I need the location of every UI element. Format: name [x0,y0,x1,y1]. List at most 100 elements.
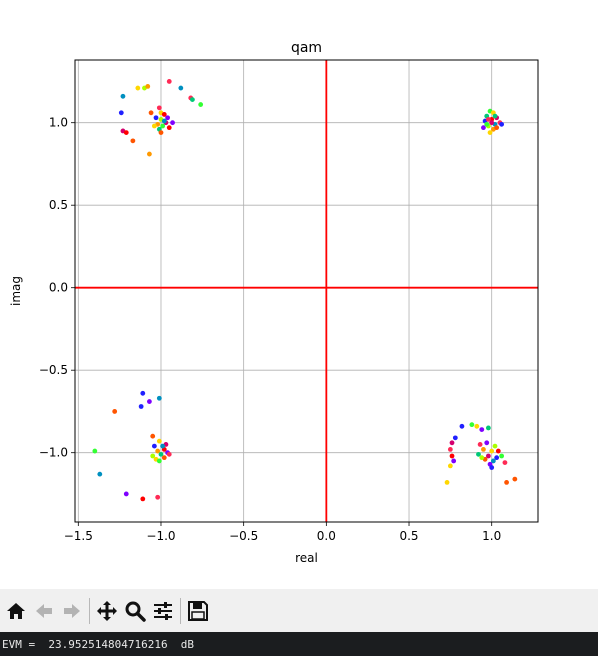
data-point [148,110,154,116]
data-point [123,130,129,136]
evm-status-text: EVM = 23.952514804716216 dB [2,637,195,651]
data-point [485,453,491,459]
data-point [504,480,509,485]
scatter-plot: −1.5 −1.0 −0.5 0.0 0.5 1.0 1.0 0.5 0.0 −0.5 −1.0 q… [9,40,539,565]
data-point [492,113,498,119]
data-point [155,494,161,500]
ticks: −1.5 −1.0 −0.5 0.0 0.5 1.0 1.0 0.5 0.0 −0.5 −1.0 [39,116,501,543]
data-point [485,425,491,431]
data-point [170,120,175,126]
data-point [178,85,184,91]
data-point [449,440,455,446]
data-point [459,423,465,429]
data-point [158,130,164,136]
data-point [156,458,162,464]
data-point [492,443,498,449]
y-axis-label: imag [9,276,23,306]
back-arrow-icon [36,603,52,618]
x-tick-label: −1.5 [64,529,93,543]
data-point [489,117,495,122]
data-point [150,433,156,439]
data-point [502,460,508,465]
data-point [140,496,146,502]
data-point [156,438,162,444]
configure-button[interactable] [149,596,177,626]
data-point [485,117,491,122]
data-point [484,440,490,446]
data-point [158,451,164,457]
y-tick-label: 0.5 [49,198,68,212]
data-point [166,79,172,84]
toolbar-separator [180,597,181,624]
data-point [447,447,453,452]
data-point [97,471,103,477]
data-point [489,448,495,454]
data-point [161,112,167,117]
home-button[interactable] [2,596,30,626]
forward-button[interactable] [58,596,86,626]
figure-canvas[interactable]: −1.5 −1.0 −0.5 0.0 0.5 1.0 1.0 0.5 0.0 −0.5 −1.0 q… [0,0,598,588]
data-point [166,451,172,457]
data-point [198,102,204,107]
home-icon [7,602,25,619]
x-tick-label: 1.0 [482,529,501,543]
data-point [138,404,144,409]
data-point [476,451,481,457]
data-point [469,422,475,428]
toolbar-separator [89,597,90,624]
data-point [135,85,141,91]
data-point [494,455,500,461]
data-point [153,115,159,121]
data-point [489,465,495,470]
data-point [156,105,162,111]
data-point [120,93,126,99]
back-button[interactable] [30,596,58,626]
pan-move-icon [97,600,117,621]
grid [75,60,538,522]
data-point [161,455,167,461]
data-point [160,123,166,129]
data-point [147,151,152,157]
x-tick-label: 0.0 [317,529,336,543]
data-point [150,453,156,459]
data-point [481,447,486,452]
y-tick-label: 1.0 [49,116,68,130]
x-axis-label: real [295,551,318,565]
data-point [490,458,496,464]
data-point [449,453,455,459]
data-point [512,476,518,482]
data-point [494,125,500,131]
data-point [452,435,458,441]
x-tick-label: −1.0 [146,529,175,543]
chart-title: qam [291,40,322,56]
save-disk-icon [188,600,208,621]
data-point [145,84,151,89]
data-point [118,110,124,116]
data-point [489,120,495,126]
reference-lines [75,60,538,522]
data-point [495,448,501,454]
data-point [165,115,171,121]
y-tick-label: −1.0 [39,446,68,460]
data-point [140,390,146,396]
zoom-magnifier-icon [125,601,146,622]
data-point [447,463,453,469]
save-button[interactable] [184,596,212,626]
y-tick-label: 0.0 [49,281,68,295]
data-point [155,448,161,454]
configure-sliders-icon [154,601,172,620]
data-point [487,130,493,136]
data-point [474,423,480,429]
data-point [123,491,129,497]
data-point [160,443,166,449]
axes-frame [74,59,539,523]
pan-button[interactable] [93,596,121,626]
zoom-button[interactable] [121,596,149,626]
data-point [130,138,136,144]
data-point [481,125,486,131]
data-point [484,121,490,127]
forward-arrow-icon [64,603,80,618]
data-point [151,123,157,129]
data-point [156,395,162,401]
data-points [92,79,518,502]
